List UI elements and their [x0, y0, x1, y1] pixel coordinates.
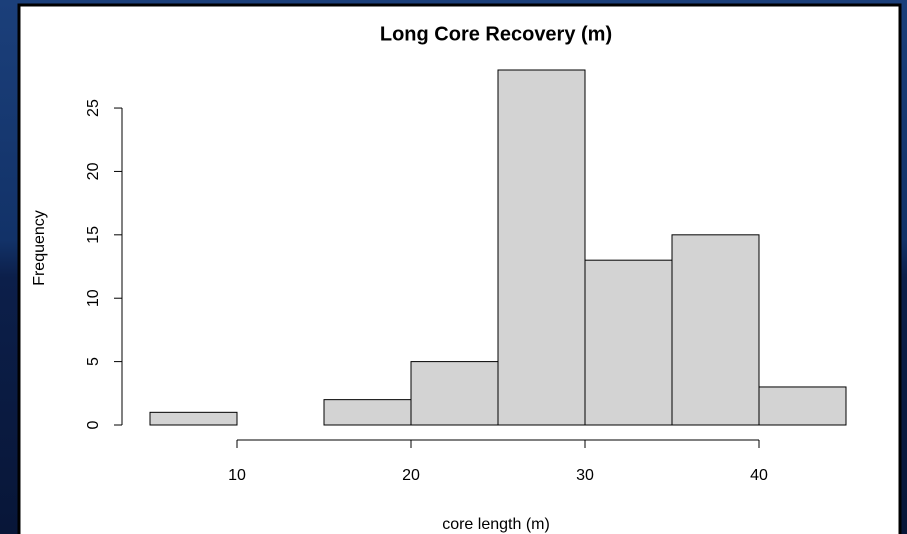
- x-tick-label: 20: [402, 467, 420, 484]
- chart-title: Long Core Recovery (m): [380, 23, 612, 45]
- bar: [758, 386, 847, 426]
- x-tick-label: 40: [750, 467, 768, 484]
- y-tick-label: 20: [85, 162, 102, 180]
- bar: [671, 234, 760, 426]
- y-tick-label: 15: [85, 226, 102, 244]
- x-tick-label: 30: [576, 467, 594, 484]
- bar: [497, 69, 586, 426]
- y-tick-label: 25: [85, 99, 102, 117]
- bar: [149, 411, 238, 426]
- y-tick-label: 0: [85, 420, 102, 429]
- y-tick-label: 5: [85, 357, 102, 366]
- y-axis-label: Frequency: [31, 210, 48, 286]
- plot-panel: [17, 3, 902, 534]
- bar: [584, 259, 673, 426]
- bar: [410, 361, 499, 426]
- x-tick-label: 10: [228, 467, 246, 484]
- y-tick-label: 10: [85, 289, 102, 307]
- x-axis-label: core length (m): [442, 516, 550, 533]
- bar: [323, 399, 412, 426]
